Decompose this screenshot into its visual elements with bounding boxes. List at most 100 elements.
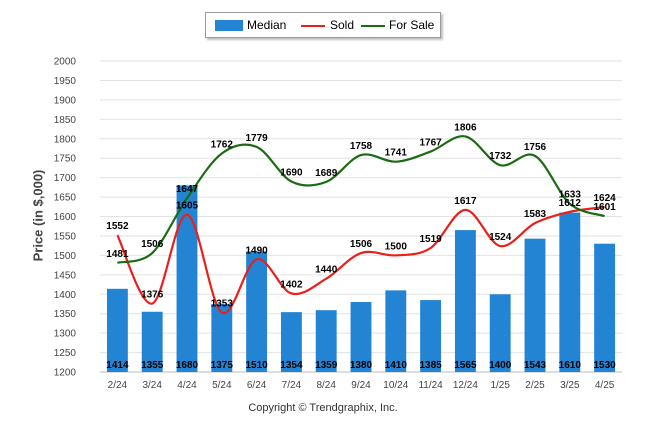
median-bar — [211, 303, 233, 372]
y-tick-label: 1350 — [54, 309, 77, 320]
median-data-label: 1355 — [141, 360, 164, 371]
median-bar — [420, 300, 442, 372]
median-bar — [350, 302, 372, 372]
legend-sold-label: Sold — [330, 18, 355, 32]
x-tick-label: 8/24 — [316, 380, 336, 391]
x-tick-label: 7/24 — [282, 380, 302, 391]
x-tick-label: 5/24 — [212, 380, 232, 391]
median-data-label: 1354 — [280, 360, 303, 371]
legend-forsale-label: For Sale — [389, 18, 435, 32]
sold-data-label: 1500 — [385, 241, 408, 252]
forsale-data-label: 1758 — [350, 141, 373, 152]
y-tick-label: 1400 — [54, 290, 77, 301]
y-tick-label: 1550 — [54, 231, 77, 242]
median-data-label: 1510 — [245, 360, 268, 371]
x-tick-label: 4/24 — [177, 380, 197, 391]
forsale-data-label: 1806 — [454, 122, 477, 133]
x-tick-label: 11/24 — [418, 380, 443, 391]
forsale-data-label: 1506 — [141, 239, 164, 250]
median-bar — [246, 251, 268, 372]
forsale-data-label: 1690 — [280, 168, 303, 179]
median-bar — [280, 312, 302, 372]
forsale-data-label: 1779 — [245, 133, 268, 144]
sold-data-label: 1612 — [559, 198, 582, 209]
median-data-label: 1385 — [419, 360, 442, 371]
forsale-data-label: 1481 — [106, 249, 129, 260]
median-data-label: 1530 — [593, 360, 616, 371]
median-bar — [106, 288, 128, 372]
median-bar — [489, 294, 511, 372]
y-axis-title: Price (in $,000) — [30, 169, 46, 262]
forsale-data-label: 1741 — [385, 148, 408, 159]
median-bar — [594, 243, 616, 372]
y-tick-label: 1900 — [54, 95, 77, 106]
forsale-data-label: 1633 — [559, 190, 582, 201]
y-tick-label: 1300 — [54, 329, 77, 340]
sold-data-label: 1353 — [211, 299, 234, 310]
median-data-label: 1680 — [176, 360, 199, 371]
forsale-data-label: 1732 — [489, 151, 512, 162]
x-tick-label: 2/24 — [108, 380, 128, 391]
y-tick-label: 2000 — [54, 57, 77, 68]
y-tick-label: 1500 — [54, 251, 77, 262]
y-tick-label: 1950 — [54, 76, 77, 87]
y-tick-label: 1750 — [54, 154, 77, 165]
median-bar — [559, 212, 581, 372]
median-bar — [315, 310, 337, 372]
forsale-data-label: 1601 — [593, 202, 616, 213]
copyright: Copyright © Trendgraphix, Inc. — [248, 402, 398, 414]
sold-data-label: 1617 — [454, 196, 477, 207]
y-tick-label: 1200 — [54, 368, 77, 379]
sold-data-label: 1440 — [315, 265, 338, 276]
median-data-label: 1400 — [489, 360, 512, 371]
legend-forsale-swatch — [361, 25, 385, 27]
median-data-label: 1610 — [559, 360, 582, 371]
sold-data-label: 1402 — [280, 279, 303, 290]
median-data-label: 1380 — [350, 360, 373, 371]
legend-median-label: Median — [247, 18, 287, 32]
x-tick-label: 1/25 — [490, 380, 510, 391]
x-tick-label: 3/25 — [560, 380, 580, 391]
median-data-label: 1565 — [454, 360, 477, 371]
x-tick-label: 9/24 — [351, 380, 371, 391]
forsale-data-label: 1756 — [524, 142, 547, 153]
y-tick-label: 1250 — [54, 348, 77, 359]
sold-data-label: 1605 — [176, 201, 199, 212]
sold-data-label: 1376 — [141, 290, 164, 301]
x-tick-label: 6/24 — [247, 380, 267, 391]
sold-data-label: 1552 — [106, 221, 129, 232]
median-data-label: 1410 — [385, 360, 408, 371]
y-tick-label: 1450 — [54, 270, 77, 281]
median-data-label: 1359 — [315, 360, 338, 371]
sold-data-label: 1506 — [350, 239, 373, 250]
legend-sold-swatch — [301, 25, 325, 27]
forsale-data-label: 1762 — [211, 140, 234, 151]
y-tick-label: 1850 — [54, 115, 77, 126]
legend: Median Sold For Sale — [205, 12, 441, 38]
forsale-data-label: 1689 — [315, 168, 338, 179]
sold-data-label: 1524 — [489, 232, 512, 243]
x-tick-label: 2/25 — [525, 380, 545, 391]
sold-data-label: 1490 — [245, 245, 268, 256]
median-bar — [141, 311, 163, 372]
x-tick-label: 10/24 — [383, 380, 408, 391]
sold-data-label: 1624 — [593, 193, 616, 204]
forsale-data-label: 1647 — [176, 184, 199, 195]
sold-data-label: 1583 — [524, 209, 547, 220]
sold-line — [116, 206, 605, 315]
y-tick-label: 1650 — [54, 193, 77, 204]
median-data-label: 1375 — [211, 360, 234, 371]
median-bar — [385, 290, 407, 372]
y-tick-label: 1800 — [54, 134, 77, 145]
x-tick-label: 3/24 — [142, 380, 162, 391]
x-tick-label: 4/25 — [595, 380, 615, 391]
median-data-label: 1414 — [106, 360, 129, 371]
y-tick-label: 1700 — [54, 173, 77, 184]
median-data-label: 1543 — [524, 360, 547, 371]
x-tick-label: 12/24 — [453, 380, 478, 391]
legend-median-swatch — [215, 20, 243, 31]
median-bar — [454, 230, 476, 372]
median-bar — [524, 238, 546, 372]
forsale-line — [117, 135, 605, 264]
